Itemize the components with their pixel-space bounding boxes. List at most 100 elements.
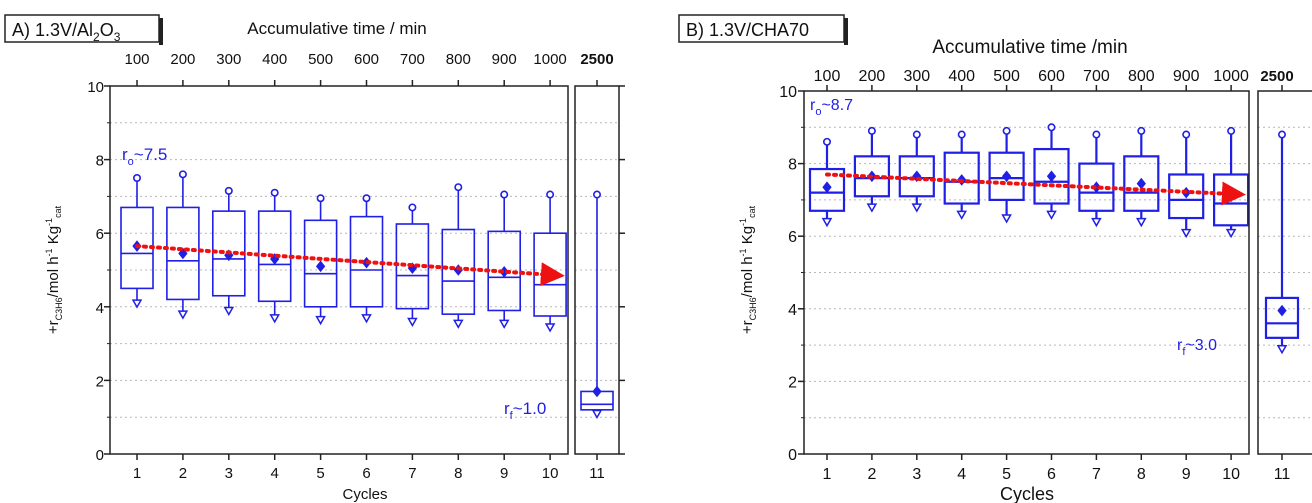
box-max-marker	[867, 126, 876, 135]
top-tick-label: 100	[814, 68, 841, 85]
x-tick-label: 10	[1222, 466, 1240, 483]
x-tick-label: 7	[408, 465, 416, 482]
box-max-marker	[1047, 123, 1056, 132]
panel-b-annotation-start: ro~8.7	[810, 97, 853, 118]
panel-b-label-shadow	[844, 18, 848, 45]
x-tick-label: 11	[1274, 466, 1291, 483]
x-tick-label: 2	[867, 466, 876, 483]
box-max-marker	[1182, 130, 1191, 139]
y-tick-label: 8	[96, 153, 104, 170]
top-tick-label: 900	[1173, 68, 1200, 85]
box-iqr	[1264, 296, 1300, 339]
box-iqr	[808, 167, 846, 212]
box-mean-marker	[592, 385, 602, 398]
top-tick-label: 900	[492, 51, 517, 68]
box-max-marker	[178, 170, 187, 179]
box-max-marker	[592, 190, 601, 199]
box-min-marker	[498, 319, 510, 329]
top-tick-label: 800	[446, 51, 471, 68]
panel-a-label: A) 1.3V/Al2O3	[12, 20, 121, 44]
top-tick-label: 500	[308, 51, 333, 68]
box-min-marker	[591, 409, 603, 420]
y-tick-label: 2	[788, 374, 797, 391]
y-tick-label: 2	[96, 373, 104, 390]
panel-b-ylabel: +rC3H6/mol h-1 Kg-1cat	[738, 205, 758, 334]
x-tick-label: 2	[179, 465, 187, 482]
panel-b-xlabel: Cycles	[1000, 484, 1054, 503]
box-min-marker	[1276, 344, 1288, 355]
top-tick-label: 400	[262, 51, 287, 68]
y-tick-label: 8	[788, 157, 797, 174]
box-min-marker	[131, 299, 143, 309]
panel-a-annotation-end: rf~1.0	[504, 399, 546, 422]
box-mean-marker	[822, 181, 832, 193]
y-tick-label: 10	[779, 84, 797, 101]
panel-a-label-shadow	[159, 18, 163, 45]
box-min-marker	[361, 314, 372, 324]
box-min-marker	[315, 315, 326, 326]
x-tick-label: 10	[542, 465, 559, 482]
panel-a-trend-arrow	[135, 244, 565, 287]
box-max-marker	[362, 194, 371, 203]
x-tick-label: 4	[957, 466, 966, 483]
box-max-marker	[454, 183, 463, 192]
panel-a-break-tick: 2500	[580, 51, 613, 68]
box-min-marker	[1225, 228, 1237, 239]
box-min-marker	[956, 210, 967, 220]
panel-b-break-frame	[1257, 90, 1312, 455]
box-min-marker	[1136, 217, 1147, 228]
x-tick-label: 6	[362, 465, 370, 482]
box-max-marker	[1278, 130, 1287, 139]
box-mean-marker	[1277, 304, 1287, 317]
box-min-marker	[1180, 228, 1192, 239]
box-iqr	[441, 228, 476, 315]
box-mean-marker	[315, 260, 326, 273]
box-min-marker	[1001, 214, 1012, 224]
panel-a-top-axis-label: Accumulative time / min	[247, 19, 427, 38]
x-tick-label: 5	[1002, 466, 1011, 483]
panel-a: A) 1.3V/Al2O3 Accumulative time / min 10…	[4, 14, 625, 503]
box-min-marker	[407, 317, 418, 328]
box-min-marker	[911, 203, 923, 213]
x-tick-label: 1	[133, 465, 141, 482]
panel-a-xlabel: Cycles	[342, 486, 387, 503]
top-tick-label: 600	[354, 51, 379, 68]
panel-b-label: B) 1.3V/CHA70	[686, 20, 809, 40]
x-tick-label: 7	[1092, 466, 1101, 483]
top-tick-label: 300	[903, 68, 930, 85]
panel-a-ylabel: +rC3H6/mol h-1 Kg-1cat	[44, 205, 64, 334]
box-max-marker	[546, 190, 555, 199]
box-max-marker	[1092, 130, 1101, 139]
box-mean-marker	[1046, 170, 1057, 183]
x-tick-label: 1	[823, 466, 832, 483]
y-tick-label: 0	[788, 447, 797, 464]
top-tick-label: 200	[170, 51, 195, 68]
x-tick-label: 3	[912, 466, 921, 483]
x-tick-label: 8	[454, 465, 462, 482]
top-tick-label: 400	[948, 68, 975, 85]
top-tick-label: 500	[993, 68, 1020, 85]
panel-b-top-tick-labels: 100 200 300 400 500 600 700 800 900 1000	[814, 68, 1249, 85]
box-max-marker	[408, 203, 417, 212]
box-max-marker	[1002, 126, 1011, 135]
y-tick-label: 10	[87, 79, 104, 96]
box-max-marker	[133, 174, 142, 183]
box-iqr	[943, 151, 980, 205]
top-tick-label: 300	[216, 51, 241, 68]
y-tick-label: 4	[96, 300, 104, 317]
y-tick-label: 6	[96, 226, 104, 243]
box-max-marker	[316, 194, 325, 203]
box-iqr	[988, 151, 1025, 202]
box-min-marker	[544, 323, 556, 333]
panel-b-break-tick: 2500	[1260, 68, 1293, 85]
x-tick-label: 9	[500, 465, 508, 482]
top-tick-label: 800	[1128, 68, 1155, 85]
box-iqr	[1123, 155, 1160, 212]
top-tick-label: 600	[1038, 68, 1065, 85]
box-min-marker	[1046, 210, 1057, 220]
box-min-marker	[866, 203, 878, 213]
box-iqr	[166, 206, 200, 301]
box-max-marker	[500, 190, 509, 199]
